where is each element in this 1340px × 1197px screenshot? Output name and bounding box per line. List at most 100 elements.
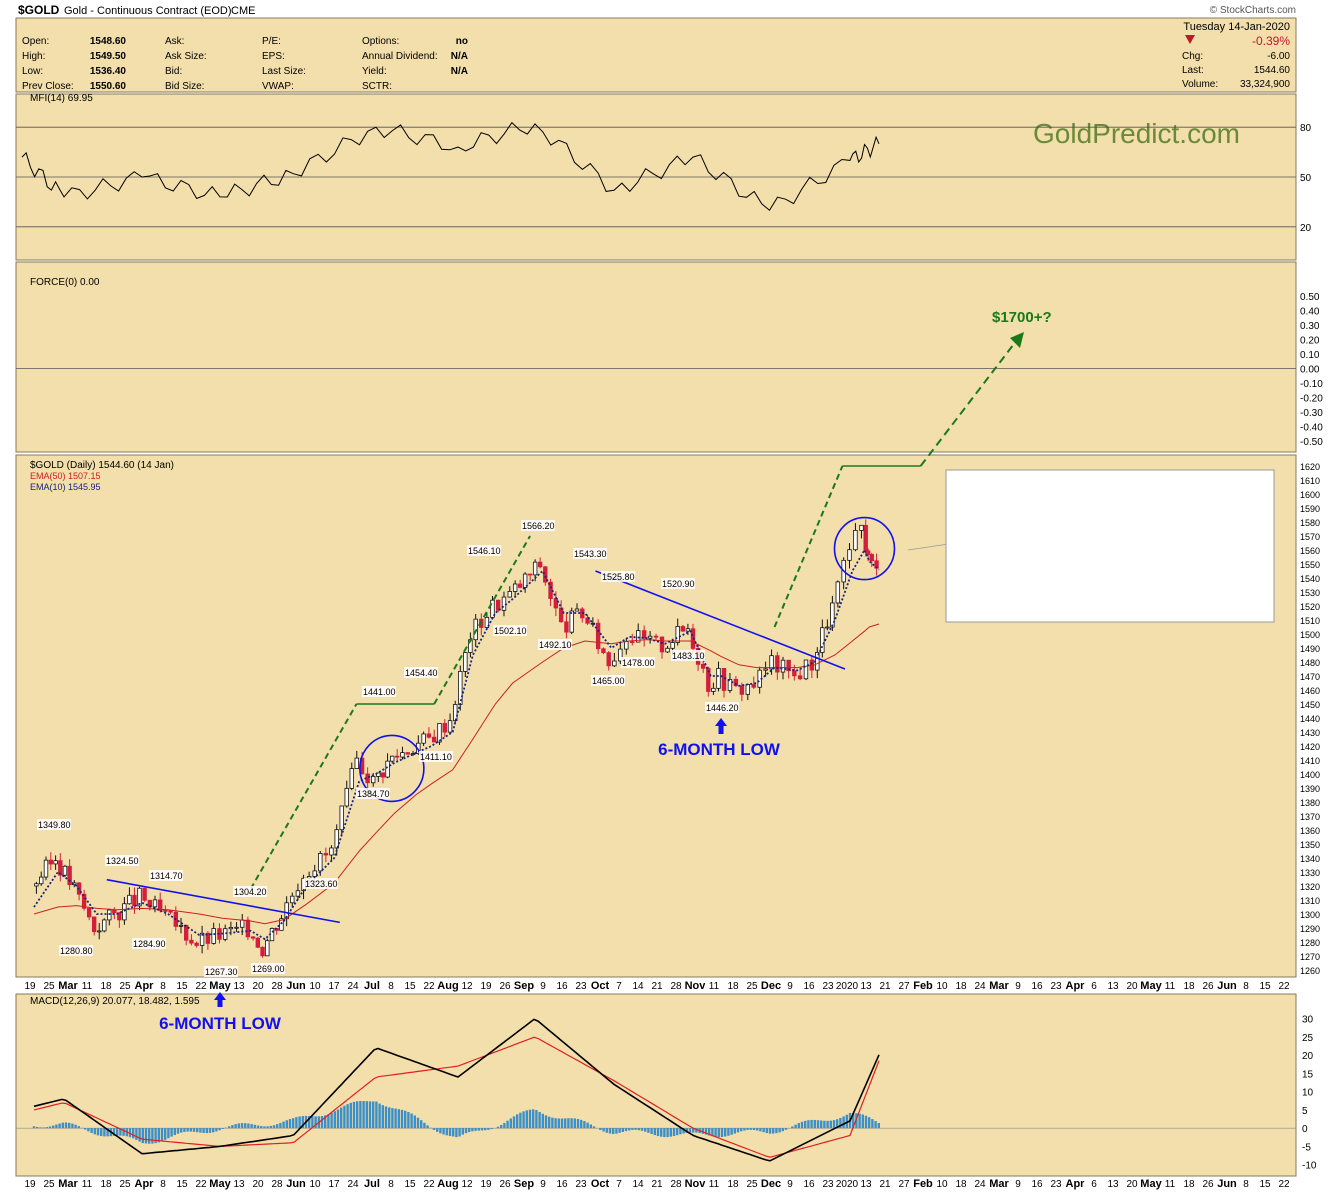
candle-body — [195, 943, 199, 945]
macd-histogram-bar — [721, 1128, 723, 1137]
x-tick-label: May — [209, 980, 231, 992]
candle-body — [386, 761, 390, 777]
macd-histogram-bar — [865, 1116, 867, 1128]
candle-body — [518, 584, 522, 587]
macd-tick-label: 30 — [1302, 1015, 1314, 1026]
candle-body — [44, 860, 48, 877]
macd-histogram-bar — [244, 1123, 246, 1128]
macd-histogram-bar — [481, 1128, 483, 1130]
macd-histogram-bar — [516, 1114, 518, 1128]
price-label: 1384.70 — [357, 789, 390, 799]
macd-histogram-bar — [452, 1128, 454, 1136]
macd-histogram-bar — [327, 1114, 329, 1128]
macd-histogram-bar — [36, 1127, 38, 1128]
macd-histogram-bar — [238, 1123, 240, 1128]
quote-date: Tuesday 14-Jan-2020 — [1183, 21, 1290, 33]
price-tick-label: 1260 — [1300, 966, 1320, 976]
macd-histogram-bar — [97, 1128, 99, 1135]
x-tick-label: 11 — [709, 981, 720, 992]
price-tick-label: 1440 — [1300, 714, 1320, 724]
macd-histogram-bar — [801, 1122, 803, 1128]
quote-label: Chg: — [1182, 51, 1203, 62]
candle-body — [671, 643, 675, 649]
macd-histogram-bar — [436, 1128, 438, 1132]
x-tick-label: 23 — [575, 1179, 587, 1190]
price-tick-label: 1500 — [1300, 630, 1320, 640]
quote-label: Last: — [1182, 65, 1204, 76]
macd-histogram-bar — [263, 1126, 265, 1128]
macd-histogram-bar — [58, 1124, 60, 1129]
force-background — [16, 262, 1296, 452]
macd-histogram-bar — [247, 1124, 249, 1129]
x-tick-label: 22 — [423, 1179, 435, 1190]
candle-body — [575, 609, 579, 611]
macd-histogram-bar — [362, 1101, 364, 1128]
macd-histogram-bar — [270, 1126, 272, 1128]
price-tick-label: 1420 — [1300, 742, 1320, 752]
x-tick-label: Aug — [437, 1178, 458, 1190]
macd-histogram-bar — [417, 1118, 419, 1128]
candle-body — [443, 723, 447, 732]
candle-body — [570, 611, 574, 632]
stat-label: Open: — [22, 36, 49, 47]
macd-histogram-bar — [446, 1128, 448, 1135]
x-tick-label: 14 — [632, 981, 644, 992]
candle-body — [355, 758, 359, 768]
six-month-low-label: 6-MONTH LOW — [658, 740, 781, 759]
macd-histogram-bar — [740, 1128, 742, 1131]
quote-label: Volume: — [1182, 79, 1218, 90]
candle-body — [793, 671, 797, 676]
candle-body — [313, 871, 317, 877]
price-tick-label: 1470 — [1300, 672, 1320, 682]
macd-histogram-bar — [650, 1128, 652, 1134]
candle-body — [798, 676, 802, 679]
macd-label: MACD(12,26,9) 20.077, 18.482, 1.595 — [30, 996, 200, 1007]
macd-tick-label: 5 — [1302, 1106, 1308, 1117]
macd-histogram-bar — [759, 1128, 761, 1131]
macd-histogram-bar — [545, 1115, 547, 1128]
price-tick-label: 1540 — [1300, 574, 1320, 584]
price-tick-label: 1520 — [1300, 602, 1320, 612]
price-tick-label: 1350 — [1300, 840, 1320, 850]
macd-histogram-bar — [84, 1128, 86, 1129]
candle-body — [533, 562, 537, 575]
candle-body — [438, 723, 442, 742]
macd-histogram-bar — [366, 1101, 368, 1128]
candle-body — [54, 861, 58, 864]
x-tick-label: Apr — [1066, 1178, 1086, 1190]
macd-histogram-bar — [442, 1128, 444, 1134]
x-tick-label: 6 — [1091, 981, 1097, 992]
candle-body — [722, 668, 726, 690]
x-tick-label: 15 — [1259, 981, 1271, 992]
candle-body — [133, 895, 137, 906]
macd-histogram-bar — [532, 1109, 534, 1128]
candle-body — [68, 866, 72, 884]
candle-body — [107, 910, 111, 920]
macd-histogram-bar — [42, 1127, 44, 1128]
macd-histogram-bar — [439, 1128, 441, 1133]
macd-histogram-bar — [564, 1118, 566, 1128]
x-tick-label: Nov — [685, 980, 707, 992]
x-tick-label: 23 — [1050, 981, 1062, 992]
price-legend-ema50: EMA(50) 1507.15 — [30, 471, 101, 481]
candle-body — [676, 626, 680, 642]
macd-six-month-low-label: 6-MONTH LOW — [159, 1014, 282, 1033]
macd-histogram-bar — [794, 1125, 796, 1129]
x-tick-label: 25 — [43, 1179, 55, 1190]
candle-body — [538, 562, 542, 567]
macd-histogram-bar — [868, 1117, 870, 1128]
x-tick-label: 8 — [160, 981, 166, 992]
price-tick-label: 1570 — [1300, 532, 1320, 542]
quote-label: Options: — [362, 36, 399, 47]
x-tick-label: Dec — [761, 1178, 781, 1190]
quote-label: Bid Size: — [165, 81, 204, 92]
macd-histogram-bar — [551, 1118, 553, 1129]
x-tick-label: 28 — [271, 1179, 283, 1190]
macd-histogram-bar — [670, 1128, 672, 1137]
stat-label: Prev Close: — [22, 81, 74, 92]
x-tick-label: Sep — [514, 980, 534, 992]
x-tick-label: 15 — [176, 981, 188, 992]
macd-histogram-bar — [404, 1111, 406, 1128]
candle-body — [836, 582, 840, 603]
candle-body — [686, 629, 690, 631]
